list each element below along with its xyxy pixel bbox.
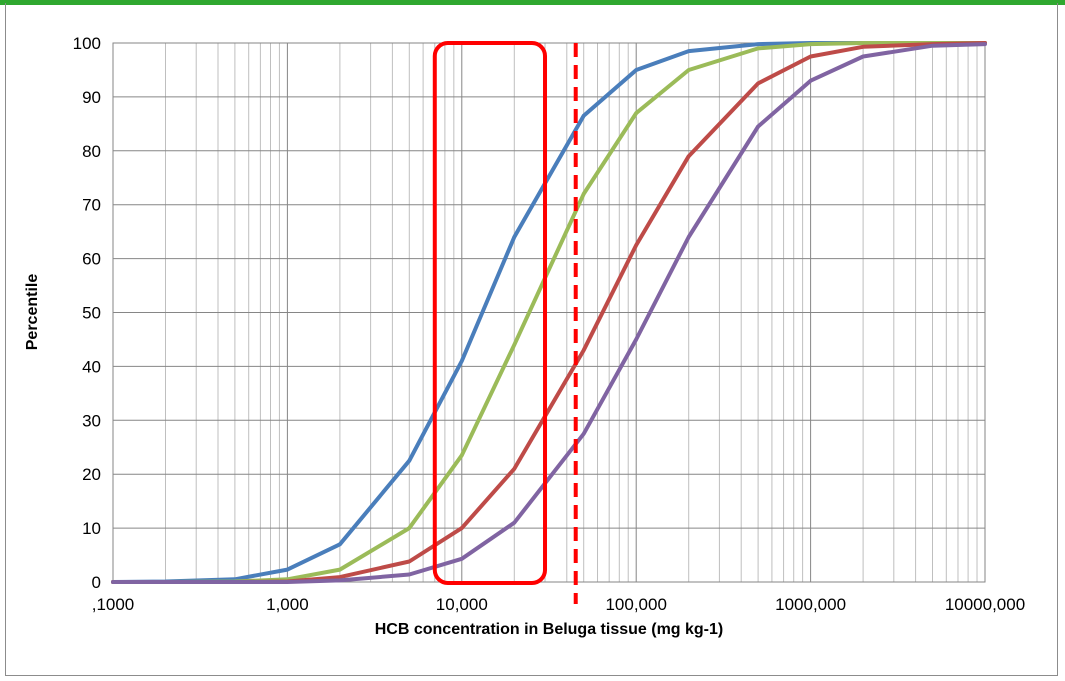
- chart-frame: [5, 3, 1058, 676]
- y-tick-label: 80: [82, 142, 101, 161]
- y-tick-label: 50: [82, 304, 101, 323]
- x-tick-label: 1000,000: [775, 595, 846, 614]
- series-line-4: [111, 42, 987, 584]
- y-tick-labels: 0 10 20 30 40 50 60 70 80 90 100: [73, 34, 101, 592]
- series-lines: [111, 41, 987, 584]
- y-tick-label: 20: [82, 465, 101, 484]
- x-tick-label: 1,000: [266, 595, 309, 614]
- top-accent-line: [0, 0, 1065, 5]
- x-axis-title: HCB concentration in Beluga tissue (mg k…: [375, 621, 723, 638]
- x-tick-label: ,1000: [92, 595, 135, 614]
- x-tick-label: 100,000: [605, 595, 666, 614]
- plot-area-border: [112, 42, 986, 583]
- y-tick-label: 100: [73, 34, 101, 53]
- y-tick-label: 70: [82, 196, 101, 215]
- y-tick-label: 60: [82, 250, 101, 269]
- plot-border-rect: [112, 42, 986, 583]
- major-gridlines: [112, 42, 986, 583]
- x-tick-label: 10000,000: [945, 595, 1025, 614]
- y-axis-title: Percentile: [24, 274, 41, 351]
- y-tick-label: 30: [82, 411, 101, 430]
- y-tick-label: 40: [82, 357, 101, 376]
- highlight-box: [432, 41, 548, 585]
- y-tick-label: 90: [82, 88, 101, 107]
- y-tick-label: 0: [92, 573, 101, 592]
- x-tick-labels: ,1000 1,000 10,000 100,000 1000,000 10000,000: [92, 595, 1025, 614]
- y-tick-label: 10: [82, 519, 101, 538]
- x-tick-label: 10,000: [436, 595, 488, 614]
- annotations: [432, 41, 578, 604]
